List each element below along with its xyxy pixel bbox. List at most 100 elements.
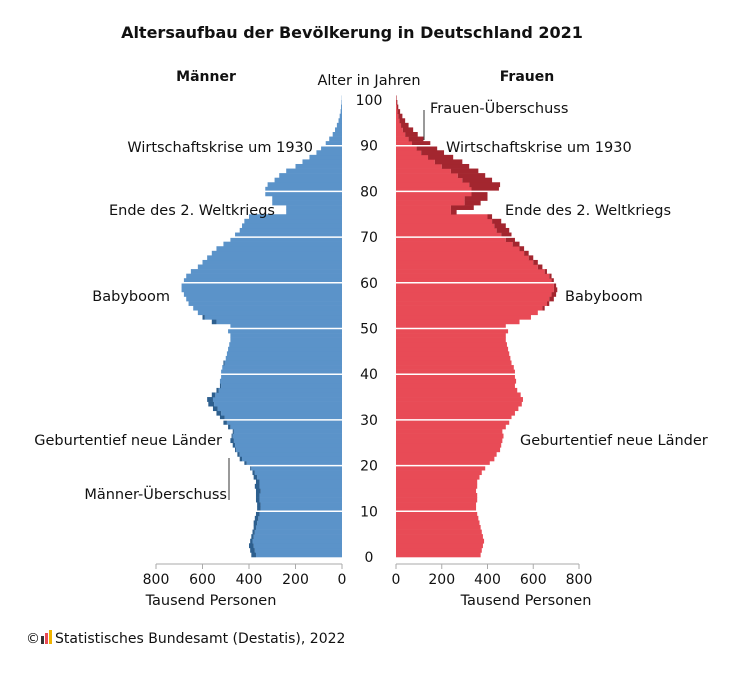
bar-men-surplus-age-13 <box>256 493 259 498</box>
bar-women-surplus-age-58 <box>554 287 557 292</box>
bar-women-age-43 <box>396 356 510 361</box>
bar-men-surplus-age-8 <box>255 516 258 521</box>
x-axis-label-right: Tausend Personen <box>460 593 592 609</box>
bar-women-age-96 <box>396 114 398 119</box>
bar-men-age-11 <box>261 502 342 507</box>
bar-women-surplus-age-77 <box>465 201 481 206</box>
bar-men-age-78 <box>272 196 342 201</box>
source-text: Statistisches Bundesamt (Destatis), 2022 <box>55 631 345 647</box>
bar-men-age-72 <box>242 223 342 228</box>
bar-women-age-65 <box>396 255 529 260</box>
bar-women-surplus-age-73 <box>492 219 501 224</box>
bar-men-age-55 <box>189 301 342 306</box>
x-tick-left-0: 0 <box>338 572 347 588</box>
bar-women-age-17 <box>396 475 479 480</box>
bar-men-surplus-age-28 <box>228 424 230 429</box>
bar-men-age-3 <box>252 539 342 544</box>
bar-men-surplus-age-52 <box>203 315 205 320</box>
bar-women-age-72 <box>396 223 494 228</box>
bar-women-age-8 <box>396 516 478 521</box>
age-tick-80: 80 <box>360 184 378 200</box>
bar-men-age-41 <box>222 365 342 370</box>
annotation-right-geburtentief: Geburtentief neue Länder <box>520 433 708 449</box>
bar-men-age-16 <box>259 479 342 484</box>
bar-women-age-76 <box>396 205 451 210</box>
bar-men-age-47 <box>230 338 342 343</box>
bar-men-surplus-age-18 <box>252 470 254 475</box>
bar-women-age-15 <box>396 484 477 489</box>
chart-title: Altersaufbau der Bevölkerung in Deutschl… <box>121 23 583 42</box>
bar-women-surplus-age-85 <box>442 164 469 169</box>
bar-men-surplus-age-32 <box>213 406 218 411</box>
bar-men-age-43 <box>226 356 342 361</box>
bar-women-surplus-age-54 <box>542 306 544 311</box>
bar-men-surplus-age-31 <box>216 411 221 416</box>
age-tick-0: 0 <box>365 550 374 566</box>
bar-women-surplus-age-64 <box>533 260 538 265</box>
bar-men-age-53 <box>198 310 342 315</box>
bar-men-surplus-age-24 <box>233 443 235 448</box>
bar-women-surplus-age-78 <box>465 196 488 201</box>
bar-men-surplus-age-12 <box>256 498 259 503</box>
x-tick-right-800: 800 <box>566 572 593 588</box>
bar-women-surplus-age-94 <box>401 123 409 128</box>
bar-women-age-83 <box>396 173 458 178</box>
bar-men-age-76 <box>286 205 342 210</box>
bar-women-age-11 <box>396 502 476 507</box>
men-header: Männer <box>176 69 236 85</box>
bar-women-surplus-age-99 <box>396 100 397 105</box>
bar-men-age-68 <box>223 242 342 247</box>
bar-men-age-33 <box>214 402 342 407</box>
bar-women-surplus-age-61 <box>549 274 551 279</box>
bar-men-age-22 <box>240 452 342 457</box>
bar-men-age-32 <box>218 406 342 411</box>
bar-women-age-63 <box>396 265 538 270</box>
age-tick-100: 100 <box>356 93 383 109</box>
bar-women-age-2 <box>396 543 483 548</box>
bar-women-age-46 <box>396 342 507 347</box>
copyright-symbol: © <box>26 631 40 647</box>
bar-women-age-74 <box>396 214 488 219</box>
bar-women-age-52 <box>396 315 531 320</box>
bar-women-age-42 <box>396 360 512 365</box>
bar-men-age-31 <box>221 411 342 416</box>
x-tick-left-800: 800 <box>143 572 170 588</box>
bar-men-surplus-age-51 <box>212 319 217 324</box>
bar-men-age-95 <box>339 118 342 123</box>
bar-men-surplus-age-3 <box>250 539 252 544</box>
bar-women-age-75 <box>396 210 451 215</box>
bar-men-age-66 <box>212 251 342 256</box>
bar-men-surplus-age-36 <box>216 388 218 393</box>
bar-women-surplus-age-66 <box>524 251 529 256</box>
bar-men-age-44 <box>227 351 342 356</box>
bar-women-surplus-age-92 <box>405 132 418 137</box>
bar-women-age-77 <box>396 201 465 206</box>
bar-men-surplus-age-27 <box>233 429 234 434</box>
bar-men-surplus-age-5 <box>252 530 254 535</box>
bar-men-age-86 <box>302 159 342 164</box>
bar-women-age-21 <box>396 456 494 461</box>
bar-women-surplus-age-68 <box>513 242 520 247</box>
age-tick-50: 50 <box>360 322 378 338</box>
bar-men-age-51 <box>216 319 342 324</box>
bar-men-age-61 <box>186 274 342 279</box>
bar-women-age-84 <box>396 169 451 174</box>
x-tick-left-400: 400 <box>236 572 263 588</box>
destatis-logo-icon <box>41 630 52 644</box>
bar-men-age-46 <box>229 342 342 347</box>
women-bars <box>396 95 557 557</box>
x-tick-right-0: 0 <box>392 572 401 588</box>
bar-women-age-16 <box>396 479 477 484</box>
age-tick-10: 10 <box>360 504 378 520</box>
bar-men-age-14 <box>261 488 342 493</box>
bar-men-age-71 <box>240 228 342 233</box>
bar-men-age-35 <box>215 392 342 397</box>
bar-men-surplus-age-33 <box>208 402 214 407</box>
bar-men-surplus-age-4 <box>251 534 253 539</box>
bar-men-surplus-age-17 <box>254 475 257 480</box>
bar-men-surplus-age-35 <box>212 392 215 397</box>
bar-women-surplus-age-83 <box>458 173 485 178</box>
bar-women-surplus-age-62 <box>545 269 547 274</box>
bar-men-age-4 <box>254 534 342 539</box>
